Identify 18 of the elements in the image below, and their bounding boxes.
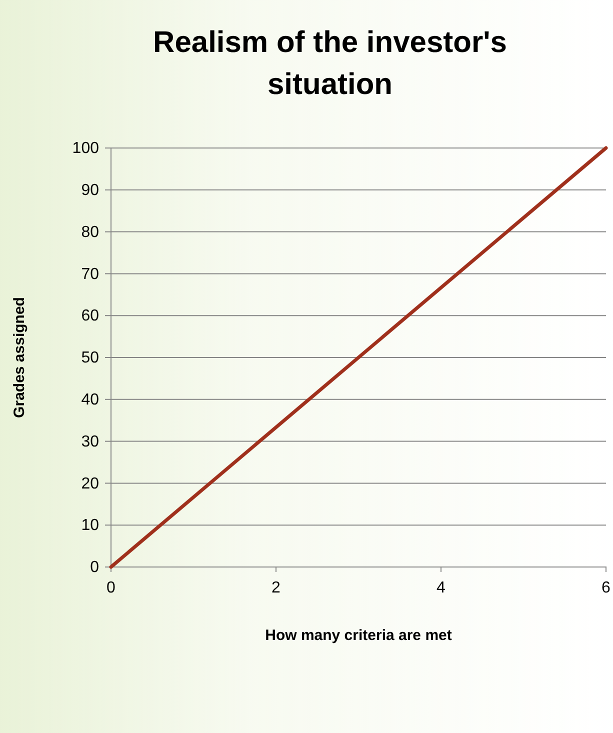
y-tick-label: 60 <box>81 308 100 325</box>
x-axis-title: How many criteria are met <box>265 627 452 644</box>
y-tick-label: 40 <box>81 392 100 409</box>
y-tick-label: 80 <box>81 224 100 241</box>
y-tick-label: 70 <box>81 266 100 283</box>
y-tick-label: 90 <box>81 182 100 200</box>
x-tick-label: 6 <box>602 579 611 596</box>
y-tick-label: 100 <box>72 140 100 158</box>
x-tick-label: 4 <box>436 579 446 596</box>
y-tick-label: 10 <box>81 517 100 534</box>
y-axis-title: Grades assigned <box>11 297 28 418</box>
x-tick-label: 0 <box>106 579 116 596</box>
y-tick-label: 30 <box>81 433 100 450</box>
y-tick-label: 50 <box>81 350 100 367</box>
x-tick-label: 2 <box>272 579 281 596</box>
y-tick-label: 0 <box>90 559 100 576</box>
y-tick-label: 20 <box>81 475 100 492</box>
chart-title: Realism of the investor's situation <box>153 26 507 101</box>
